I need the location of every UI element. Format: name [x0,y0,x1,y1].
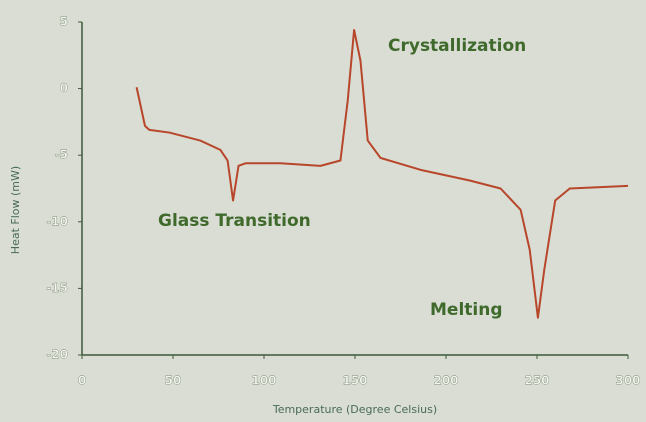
y-tick-label: -20 [46,348,68,362]
y-tick-label: 0 [60,81,68,95]
x-axis-label: Temperature (Degree Celsius) [272,403,437,416]
y-tick-label: -5 [55,148,68,162]
x-tick-label: 150 [342,374,367,388]
annotation: Crystallization [388,36,526,56]
x-tick-label: 50 [165,374,182,388]
y-tick-label: -10 [46,214,68,228]
annotation: Melting [430,300,503,320]
x-tick-label: 100 [251,374,276,388]
y-axis-label: Heat Flow (mW) [9,166,22,254]
line [135,28,629,319]
x-tick-label: 200 [433,374,458,388]
annotation: Glass Transition [158,211,311,231]
x-tick-label: 300 [615,374,640,388]
y-tick-label: -15 [46,281,68,295]
x-tick-label: 0 [78,374,86,388]
y-tick-label: 5 [60,15,68,29]
x-tick-label: 250 [524,374,549,388]
